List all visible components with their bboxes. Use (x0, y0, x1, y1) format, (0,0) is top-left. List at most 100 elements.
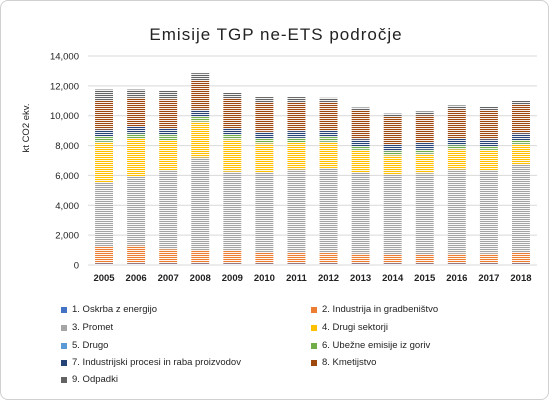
bar-segment (223, 93, 241, 99)
bar-segment (287, 138, 305, 142)
bar-segment (448, 264, 466, 265)
legend-label: 1. Oskrba z energijo (72, 304, 157, 315)
x-tick-label: 2006 (126, 273, 147, 284)
bar-segment (223, 140, 241, 172)
bar-segment (127, 139, 145, 176)
y-tick-label: 4,000 (55, 201, 79, 212)
bar-segment (255, 97, 273, 103)
bar-segment (384, 145, 402, 152)
legend-swatch (61, 360, 67, 366)
y-tick-label: 2,000 (55, 231, 79, 242)
y-tick-label: 14,000 (50, 52, 79, 63)
bar-segment (191, 158, 209, 251)
bar-segment (159, 99, 177, 128)
bar-segment (512, 164, 530, 252)
bar-segment (320, 264, 338, 265)
bar-segment (287, 143, 305, 170)
bar-segment (223, 128, 241, 135)
bar-segment (352, 108, 370, 111)
bar-segment (287, 102, 305, 131)
bar-segment (255, 103, 273, 132)
bar-segment (320, 168, 338, 253)
bar-segment (512, 105, 530, 133)
bar-segment (448, 254, 466, 264)
legend-label: 3. Promet (72, 322, 113, 333)
bar-segment (480, 254, 498, 264)
bar-segment (287, 97, 305, 102)
bar-segment (384, 155, 402, 174)
bar-segment (95, 130, 113, 137)
bar-segment (416, 264, 434, 265)
bar-segment (352, 254, 370, 264)
bar-segment (255, 139, 273, 143)
bar-segment (448, 109, 466, 138)
x-tick-label: 2012 (318, 273, 339, 284)
legend-label: 6. Ubežne emisije iz goriv (322, 340, 430, 351)
bar-segment (95, 136, 113, 141)
x-tick-label: 2016 (446, 273, 467, 284)
bar-segment (255, 143, 273, 172)
legend-label: 9. Odpadki (72, 374, 118, 385)
legend-swatch (311, 343, 317, 349)
bar-segment (416, 111, 434, 115)
bar-segment (159, 90, 177, 99)
x-tick-label: 2017 (478, 273, 499, 284)
legend-label: 8. Kmetijstvo (322, 357, 376, 368)
bar-segment (480, 139, 498, 146)
bar-segment (512, 264, 530, 265)
bar-segment (512, 140, 530, 144)
bar-segment (416, 154, 434, 173)
bar-segment (159, 249, 177, 263)
bar-segment (287, 253, 305, 263)
bar-segment (191, 250, 209, 263)
bar-segment (191, 73, 209, 80)
bar-segment (127, 246, 145, 264)
bar-segment (223, 135, 241, 139)
bar-segment (384, 255, 402, 264)
bar-segment (287, 264, 305, 265)
legend-item: 5. Drugo (61, 340, 108, 351)
legend-swatch (311, 360, 317, 366)
legend-item: 9. Odpadki (61, 374, 118, 385)
bar-segment (127, 134, 145, 139)
bar-segment (480, 111, 498, 139)
bar-segment (384, 117, 402, 145)
x-tick-label: 2015 (414, 273, 436, 284)
bar-segment (480, 170, 498, 254)
bar-segment (416, 150, 434, 154)
legend-label: 5. Drugo (72, 340, 108, 351)
legend-label: 4. Drugi sektorji (322, 322, 388, 333)
y-tick-label: 12,000 (50, 81, 79, 92)
bar-segment (416, 173, 434, 254)
bar-segment (159, 140, 177, 170)
bar-segment (223, 251, 241, 264)
bar-segment (416, 143, 434, 150)
bar-segment (480, 264, 498, 265)
bar-segment (95, 142, 113, 182)
bar-segment (352, 264, 370, 265)
y-tick-label: 8,000 (55, 141, 79, 152)
bar-segment (223, 264, 241, 265)
bar-segment (95, 264, 113, 265)
legend-swatch (61, 307, 67, 313)
bar-segment (255, 264, 273, 265)
bar-segment (127, 90, 145, 98)
bar-segment (127, 127, 145, 134)
bar-segment (95, 246, 113, 263)
bar-segment (320, 137, 338, 141)
bar-segment (384, 151, 402, 155)
bar-segment (287, 131, 305, 138)
bar-segment (352, 172, 370, 253)
y-tick-label: 6,000 (55, 171, 79, 182)
x-tick-label: 2018 (510, 273, 531, 284)
bar-segment (320, 102, 338, 130)
bar-segment (352, 111, 370, 139)
bar-segment (191, 81, 209, 110)
x-tick-label: 2007 (158, 273, 179, 284)
x-tick-label: 2005 (93, 273, 115, 284)
legend-label: 7. Industrijski procesi in raba proizvod… (72, 357, 241, 368)
legend-item: 7. Industrijski procesi in raba proizvod… (61, 357, 241, 368)
x-tick-label: 2008 (190, 273, 211, 284)
